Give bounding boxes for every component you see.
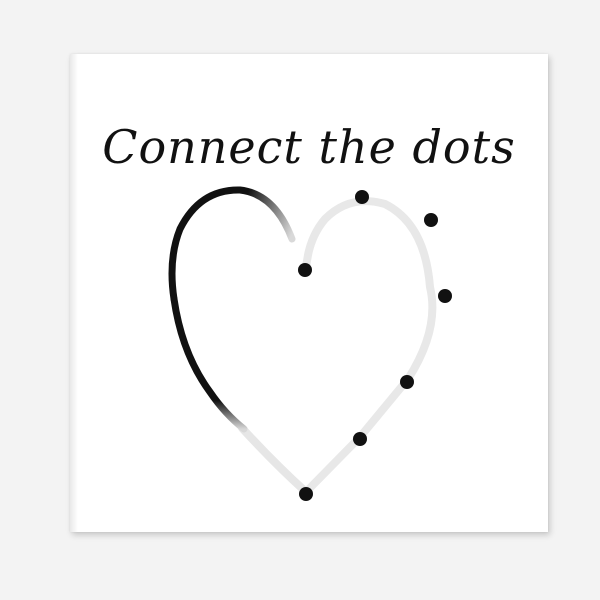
dot-7 [299,487,313,501]
heart-outline-left-side [170,295,248,433]
canvas-wrap-edge [70,54,78,532]
dot-3 [424,213,438,227]
dot-5 [400,375,414,389]
dot-6 [353,432,367,446]
artwork-title: Connect the dots [102,120,516,174]
dot-4 [438,289,452,303]
dot-2 [355,190,369,204]
canvas-print: Connect the dots [70,54,548,532]
heart-outline-left-top [168,186,296,303]
dot-1 [298,263,312,277]
heart-outline-faded-bottom [238,424,310,496]
heart-outline-faded [302,197,437,496]
heart-drawing [168,186,452,501]
